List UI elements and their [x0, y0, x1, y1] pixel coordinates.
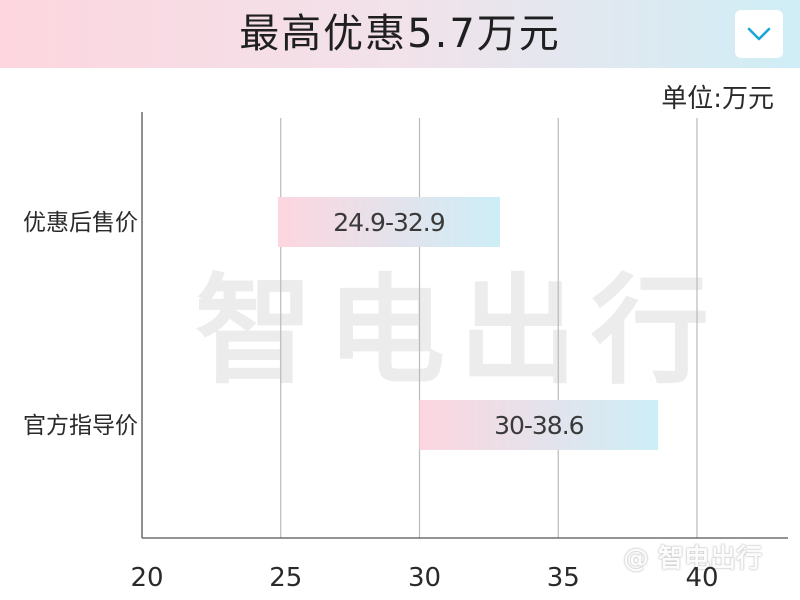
range-bar-label-0: 24.9-32.9: [333, 208, 444, 237]
category-label-1: 官方指导价: [23, 413, 138, 439]
x-tick-label-40: 40: [685, 563, 718, 593]
x-tick-label-20: 20: [130, 563, 163, 593]
x-tick-label-30: 30: [408, 563, 441, 593]
expand-button[interactable]: [735, 10, 783, 58]
page-title: 最高优惠5.7万元: [239, 11, 561, 57]
unit-label: 单位:万元: [661, 84, 774, 114]
range-bar-label-1: 30-38.6: [494, 411, 584, 440]
range-bar-1: [419, 400, 659, 450]
range-bar-0: [277, 197, 500, 247]
category-label-0: 优惠后售价: [23, 210, 138, 236]
x-tick-label-35: 35: [547, 563, 580, 593]
x-tick-label-25: 25: [269, 563, 302, 593]
chevron-down-icon: [747, 27, 771, 41]
watermark-caption: @ 智电出行: [622, 544, 762, 574]
header-bar: [0, 0, 800, 68]
